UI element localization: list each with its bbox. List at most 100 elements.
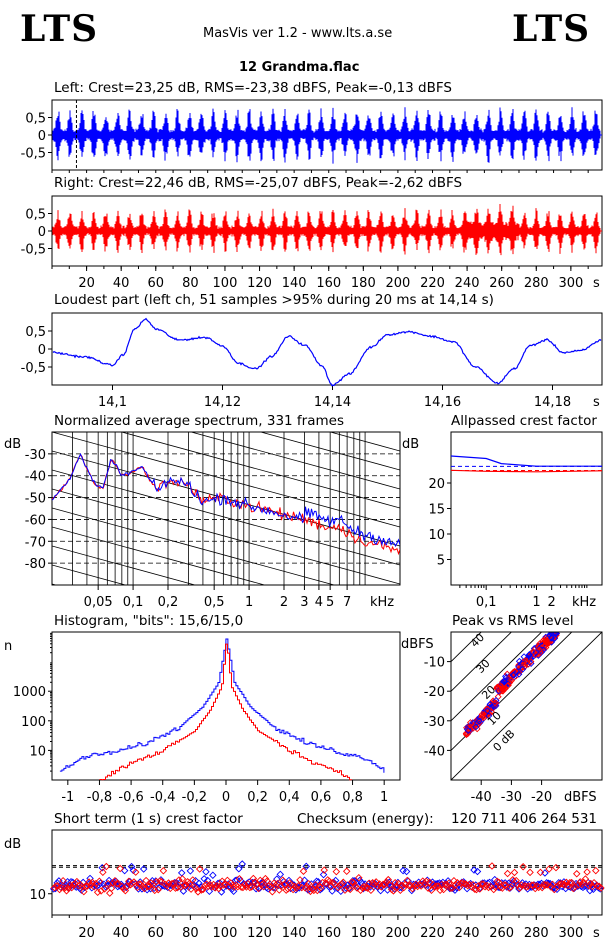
hist-xtick-label: 1 (380, 790, 388, 805)
stc-point-red (214, 884, 223, 893)
stc-point-red (450, 877, 458, 885)
hist-ytick-label: 10 (29, 744, 46, 759)
hist-xtick-label: 0,2 (247, 790, 268, 805)
left-waveform-ytick-label: 0,5 (25, 112, 46, 127)
spectrum-grid (52, 280, 400, 585)
right-waveform-xtick-label: 220 (420, 276, 445, 291)
pvr-point-red (491, 699, 499, 707)
pvr-crest-line (451, 632, 573, 752)
stc-xtick-label: 300 (558, 926, 583, 941)
file-title: 12 Grandma.flac (239, 60, 360, 75)
stc-point-red (571, 883, 579, 891)
pvr-point-blue (488, 703, 495, 711)
pvr-point-blue (515, 670, 523, 678)
right-waveform-x-unit: s (593, 276, 600, 291)
right-waveform-xtick-label: 120 (247, 276, 272, 291)
stc-point-red (381, 880, 389, 889)
stc-point-red (159, 866, 168, 875)
spectrum-slope-line (189, 432, 400, 490)
stc-point-blue (235, 864, 243, 873)
stc-point-red (145, 882, 154, 890)
stc-point-red (304, 880, 313, 888)
stc-point-blue (473, 867, 482, 876)
loudest-ytick-label: -0,5 (21, 361, 46, 376)
right-waveform-ytick-label: -0,5 (21, 243, 46, 258)
pvr-point-blue (485, 712, 493, 720)
stc-point-red (474, 882, 482, 890)
spectrum-x-unit: kHz (370, 595, 394, 610)
spectrum-slope-line (52, 280, 400, 375)
loudest-series-line (52, 317, 602, 387)
stc-point-red (251, 878, 259, 886)
pvr-ytick-label: -30 (424, 715, 445, 730)
pvr-point-red (504, 681, 512, 689)
hist-xtick-label: 0,8 (342, 790, 363, 805)
right-waveform-xtick-label: 200 (385, 276, 410, 291)
stc-point-red (59, 876, 67, 885)
stc-xtick-label: 60 (148, 926, 165, 941)
apc-ylabel: dB (402, 437, 419, 452)
loudest-xtick-label: 14,12 (204, 395, 241, 410)
stc-point-red (235, 874, 244, 883)
stc-point-red (109, 879, 117, 887)
apc-xtick-label: 2 (548, 595, 556, 610)
stc-point-red (394, 879, 403, 888)
spectrum-slope-line (259, 432, 400, 471)
apc-xtick-label: 0,1 (476, 595, 497, 610)
pvr-xtick-label: -30 (501, 790, 522, 805)
stc-point-red (541, 881, 550, 889)
right-waveform-xtick-label: 160 (316, 276, 341, 291)
stc-point-blue (408, 886, 416, 895)
stc-point-red (311, 881, 320, 889)
stc-point-red (515, 884, 524, 892)
loudest-ytick-label: 0 (38, 343, 46, 358)
stc-point-blue (200, 875, 208, 883)
spectrum-xtick-label: 0,05 (84, 595, 113, 610)
stc-point-red (247, 883, 256, 891)
pvr-point-blue (515, 663, 522, 671)
stc-point-red (107, 884, 116, 893)
pvr-point-red (462, 729, 470, 737)
stc-point-red (176, 883, 185, 891)
stc-point-red (325, 877, 334, 886)
pvr-point-red (475, 719, 483, 727)
stc-point-red (306, 887, 315, 896)
stc-point-blue (319, 870, 328, 879)
pvr-point-red (508, 677, 516, 685)
stc-point-red (441, 880, 450, 889)
stc-point-red (566, 879, 574, 887)
right-waveform-xtick-label: 260 (489, 276, 514, 291)
stc-point-red (100, 885, 109, 893)
stc-point-red (227, 879, 235, 887)
apc-ytick-label: 5 (437, 554, 445, 569)
stc-point-red (182, 881, 190, 889)
stc-point-red (400, 883, 408, 892)
stc-point-red (567, 878, 576, 887)
pvr-point-blue (475, 717, 483, 725)
stc-xtick-label: 20 (78, 926, 95, 941)
spectrum-xtick-label: 5 (326, 595, 334, 610)
right-waveform-xtick-label: 280 (524, 276, 549, 291)
stc-point-red (102, 862, 111, 871)
pvr-point-red (543, 640, 551, 648)
hist-ytick-label: 1000 (13, 685, 46, 700)
stc-point-red (95, 877, 104, 885)
spectrum-slope-line (52, 432, 400, 528)
spectrum-xtick-label: 2 (280, 595, 288, 610)
right-waveform-xtick-label: 140 (282, 276, 307, 291)
stc-point-red (593, 882, 602, 890)
hist-ylabel: n (4, 639, 12, 654)
stc-point-red (261, 874, 270, 883)
stc-point-red (588, 882, 597, 891)
pvr-point-red (536, 648, 544, 656)
stc-point-red (460, 879, 469, 888)
stc-point-red (189, 876, 197, 884)
stc-point-red (296, 876, 304, 884)
stc-point-red (500, 881, 508, 889)
stc-point-red (322, 879, 330, 888)
loudest-xtick-label: 14,16 (424, 395, 461, 410)
stc-point-red (356, 886, 365, 895)
right-waveform-xtick-label: 80 (182, 276, 199, 291)
stc-point-red (178, 875, 187, 883)
stc-point-red (142, 876, 150, 885)
